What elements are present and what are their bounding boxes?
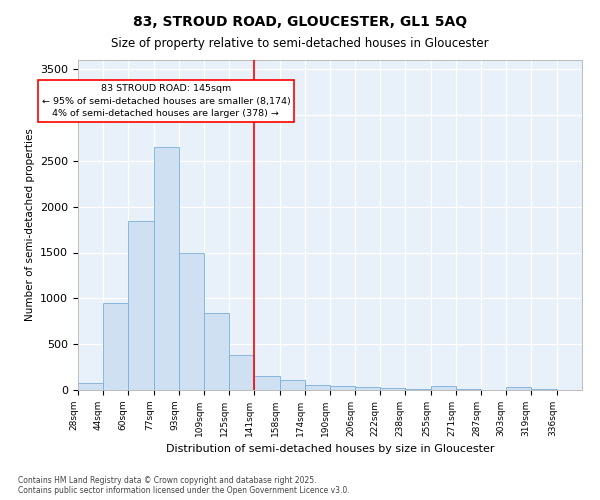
Bar	[154, 147, 179, 390]
Bar	[305, 385, 330, 390]
Text: Contains HM Land Registry data © Crown copyright and database right 2025.
Contai: Contains HM Land Registry data © Crown c…	[18, 476, 350, 495]
Bar	[254, 376, 280, 390]
Bar	[179, 254, 204, 390]
Bar	[431, 386, 456, 390]
Text: 83 STROUD ROAD: 145sqm
← 95% of semi-detached houses are smaller (8,174)
4% of s: 83 STROUD ROAD: 145sqm ← 95% of semi-det…	[41, 84, 290, 118]
Bar	[506, 387, 530, 390]
Bar	[380, 388, 404, 390]
Bar	[530, 389, 557, 390]
Bar	[128, 222, 154, 390]
Bar	[355, 387, 380, 390]
Bar	[280, 380, 305, 390]
Bar	[456, 389, 481, 390]
Bar	[204, 313, 229, 390]
Text: 83, STROUD ROAD, GLOUCESTER, GL1 5AQ: 83, STROUD ROAD, GLOUCESTER, GL1 5AQ	[133, 15, 467, 29]
X-axis label: Distribution of semi-detached houses by size in Gloucester: Distribution of semi-detached houses by …	[166, 444, 494, 454]
Bar	[103, 303, 128, 390]
Text: Size of property relative to semi-detached houses in Gloucester: Size of property relative to semi-detach…	[111, 38, 489, 51]
Bar	[78, 383, 103, 390]
Bar	[330, 386, 355, 390]
Y-axis label: Number of semi-detached properties: Number of semi-detached properties	[25, 128, 35, 322]
Bar	[404, 388, 431, 390]
Bar	[229, 355, 254, 390]
